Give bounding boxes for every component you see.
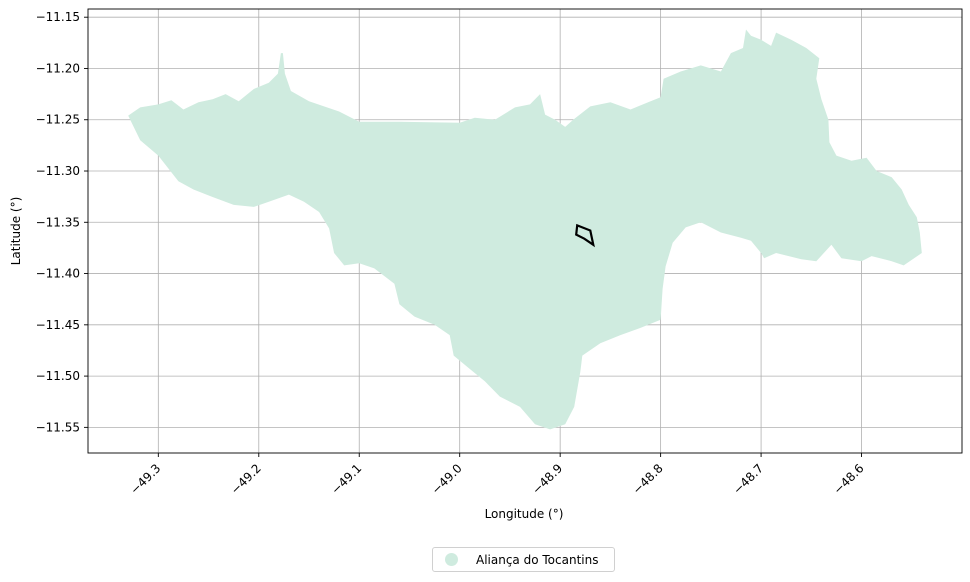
y-tick-label: −11.25: [36, 113, 80, 127]
y-tick-label: −11.50: [36, 369, 80, 383]
legend: Aliança do Tocantins: [432, 547, 615, 572]
y-tick-label: −11.30: [36, 164, 80, 178]
x-axis-label: Longitude (°): [485, 507, 564, 521]
x-tick-label: −48.8: [630, 461, 666, 497]
x-axis-ticks: −49.3 −49.2 −49.1 −49.0 −48.9 −48.8 −48.7 −48.6: [128, 453, 867, 497]
y-tick-label: −11.35: [36, 215, 80, 229]
x-tick-label: −49.2: [228, 461, 264, 497]
y-tick-label: −11.40: [36, 267, 80, 281]
legend-marker: [445, 553, 458, 566]
x-tick-label: −49.1: [328, 461, 364, 497]
y-axis-label: Latitude (°): [9, 197, 23, 266]
y-tick-label: −11.55: [36, 420, 80, 434]
y-axis-ticks: −11.15 −11.20 −11.25 −11.30 −11.35 −11.40 −11.…: [36, 10, 88, 434]
y-tick-label: −11.20: [36, 61, 80, 75]
x-tick-label: −49.3: [128, 461, 164, 497]
y-tick-label: −11.15: [36, 10, 80, 24]
x-tick-label: −48.7: [730, 461, 766, 497]
x-tick-label: −48.9: [529, 461, 565, 497]
legend-label: Aliança do Tocantins: [476, 553, 598, 567]
x-tick-label: −48.6: [831, 461, 867, 497]
region-layer: [128, 30, 922, 430]
y-tick-label: −11.45: [36, 318, 80, 332]
x-tick-label: −49.0: [429, 461, 465, 497]
municipality-region: [128, 30, 922, 430]
